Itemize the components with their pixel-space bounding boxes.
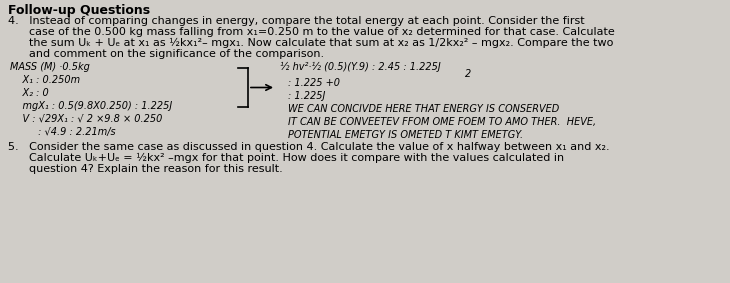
Text: 4.   Instead of comparing changes in energy, compare the total energy at each po: 4. Instead of comparing changes in energ… — [8, 16, 585, 26]
Text: case of the 0.500 kg mass falling from x₁=0.250 m to the value of x₂ determined : case of the 0.500 kg mass falling from x… — [8, 27, 615, 37]
Text: WE CAN CONCIVDE HERE THAT ENERGY IS CONSERVED: WE CAN CONCIVDE HERE THAT ENERGY IS CONS… — [288, 104, 559, 114]
Text: Calculate Uₖ+Uₑ = ½kx² –mgx for that point. How does it compare with the values : Calculate Uₖ+Uₑ = ½kx² –mgx for that poi… — [8, 153, 564, 163]
Text: mgX₁ : 0.5(9.8X0.250) : 1.225J: mgX₁ : 0.5(9.8X0.250) : 1.225J — [10, 101, 172, 111]
Text: Follow-up Questions: Follow-up Questions — [8, 4, 150, 17]
Text: and comment on the significance of the comparison.: and comment on the significance of the c… — [8, 49, 324, 59]
Text: question 4? Explain the reason for this result.: question 4? Explain the reason for this … — [8, 164, 283, 174]
Text: 2: 2 — [465, 69, 472, 79]
Text: ½ hv²·½ (0.5)(Y.9) : 2.45 : 1.225J: ½ hv²·½ (0.5)(Y.9) : 2.45 : 1.225J — [280, 62, 441, 72]
Text: V : √29X₁ : √ 2 ×9.8 × 0.250: V : √29X₁ : √ 2 ×9.8 × 0.250 — [10, 114, 162, 124]
Text: : 1.225 +0: : 1.225 +0 — [288, 78, 340, 88]
Text: X₁ : 0.250m: X₁ : 0.250m — [10, 75, 80, 85]
Text: : √4.9 : 2.21m/s: : √4.9 : 2.21m/s — [10, 127, 115, 137]
Text: MASS (M) ·0.5kg: MASS (M) ·0.5kg — [10, 62, 90, 72]
Text: : 1.225J: : 1.225J — [288, 91, 326, 101]
Text: the sum Uₖ + Uₑ at x₁ as ½kx₁²– mgx₁. Now calculate that sum at x₂ as 1/2kx₂² – : the sum Uₖ + Uₑ at x₁ as ½kx₁²– mgx₁. No… — [8, 38, 613, 48]
Text: X₂ : 0: X₂ : 0 — [10, 88, 49, 98]
Text: POTENTIAL EMETGY IS OMETED T KIMT EMETGY.: POTENTIAL EMETGY IS OMETED T KIMT EMETGY… — [288, 130, 523, 140]
Text: IT CAN BE CONVEETEV FFOM OME FOEM TO AMO THER.  HEVE,: IT CAN BE CONVEETEV FFOM OME FOEM TO AMO… — [288, 117, 596, 127]
Text: 5.   Consider the same case as discussed in question 4. Calculate the value of x: 5. Consider the same case as discussed i… — [8, 142, 610, 152]
